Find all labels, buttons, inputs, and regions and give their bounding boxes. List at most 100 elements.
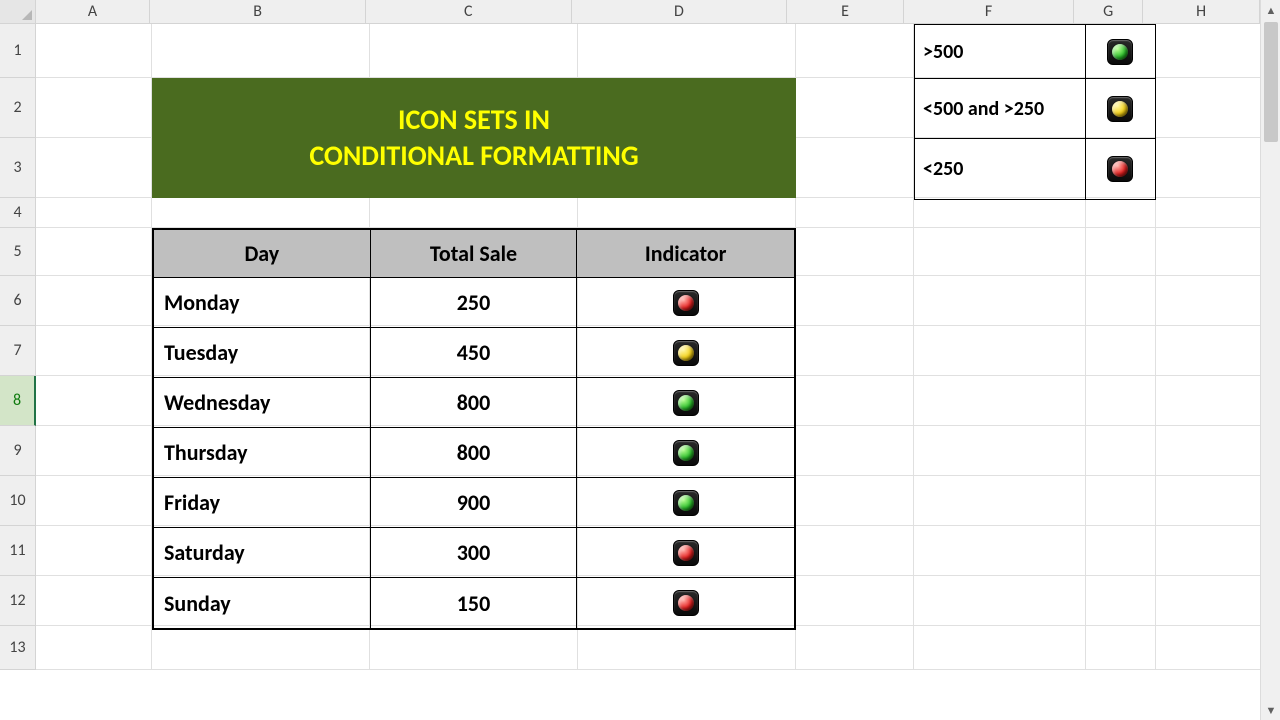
cell-G5[interactable]: [1086, 228, 1156, 276]
cell-E11[interactable]: [796, 526, 914, 576]
cell-F6[interactable]: [914, 276, 1086, 326]
cell-F4[interactable]: [914, 198, 1086, 228]
cell-A7[interactable]: [36, 326, 152, 376]
scroll-thumb[interactable]: [1264, 22, 1278, 142]
row-header-12[interactable]: 12: [0, 576, 36, 626]
cell-F11[interactable]: [914, 526, 1086, 576]
table-cell-indicator[interactable]: [577, 578, 794, 628]
row-header-3[interactable]: 3: [0, 138, 36, 198]
cell-B1[interactable]: [152, 24, 370, 78]
cell-H13[interactable]: [1156, 626, 1274, 670]
cell-B4[interactable]: [152, 198, 370, 228]
table-cell-day[interactable]: Sunday: [154, 578, 371, 628]
table-header-ind[interactable]: Indicator: [577, 230, 794, 278]
cell-H5[interactable]: [1156, 228, 1274, 276]
table-cell-indicator[interactable]: [577, 428, 794, 478]
cell-H3[interactable]: [1156, 138, 1274, 198]
cell-B13[interactable]: [152, 626, 370, 670]
legend-indicator[interactable]: [1086, 139, 1155, 199]
scroll-down-arrow[interactable]: ▼: [1261, 700, 1280, 720]
table-cell-sale[interactable]: 800: [371, 378, 578, 428]
cell-F10[interactable]: [914, 476, 1086, 526]
cell-G6[interactable]: [1086, 276, 1156, 326]
cell-A4[interactable]: [36, 198, 152, 228]
table-cell-sale[interactable]: 800: [371, 428, 578, 478]
table-cell-sale[interactable]: 300: [371, 528, 578, 578]
table-cell-sale[interactable]: 150: [371, 578, 578, 628]
row-header-1[interactable]: 1: [0, 24, 36, 78]
row-header-5[interactable]: 5: [0, 228, 36, 276]
cell-E10[interactable]: [796, 476, 914, 526]
cell-E2[interactable]: [796, 78, 914, 138]
cell-G12[interactable]: [1086, 576, 1156, 626]
cell-G13[interactable]: [1086, 626, 1156, 670]
legend-indicator[interactable]: [1086, 25, 1155, 79]
cell-G9[interactable]: [1086, 426, 1156, 476]
legend-label[interactable]: <500 and >250: [915, 79, 1086, 139]
cell-F7[interactable]: [914, 326, 1086, 376]
cell-A3[interactable]: [36, 138, 152, 198]
column-header-C[interactable]: C: [366, 0, 572, 24]
cell-A10[interactable]: [36, 476, 152, 526]
cell-C4[interactable]: [370, 198, 578, 228]
table-cell-day[interactable]: Saturday: [154, 528, 371, 578]
cell-E3[interactable]: [796, 138, 914, 198]
cell-E6[interactable]: [796, 276, 914, 326]
legend-indicator[interactable]: [1086, 79, 1155, 139]
cell-E8[interactable]: [796, 376, 914, 426]
cell-G4[interactable]: [1086, 198, 1156, 228]
table-cell-indicator[interactable]: [577, 528, 794, 578]
cell-H4[interactable]: [1156, 198, 1274, 228]
column-header-F[interactable]: F: [904, 0, 1074, 24]
table-cell-sale[interactable]: 450: [371, 328, 578, 378]
cell-F8[interactable]: [914, 376, 1086, 426]
table-cell-indicator[interactable]: [577, 328, 794, 378]
cell-D1[interactable]: [578, 24, 796, 78]
table-cell-day[interactable]: Tuesday: [154, 328, 371, 378]
cell-F9[interactable]: [914, 426, 1086, 476]
legend-label[interactable]: <250: [915, 139, 1086, 199]
table-cell-day[interactable]: Thursday: [154, 428, 371, 478]
cell-G10[interactable]: [1086, 476, 1156, 526]
cell-E5[interactable]: [796, 228, 914, 276]
row-header-11[interactable]: 11: [0, 526, 36, 576]
column-header-G[interactable]: G: [1074, 0, 1143, 24]
row-header-13[interactable]: 13: [0, 626, 36, 670]
vertical-scrollbar[interactable]: ▲ ▼: [1260, 0, 1280, 720]
table-cell-indicator[interactable]: [577, 378, 794, 428]
cell-A9[interactable]: [36, 426, 152, 476]
cell-F13[interactable]: [914, 626, 1086, 670]
table-cell-day[interactable]: Friday: [154, 478, 371, 528]
table-cell-indicator[interactable]: [577, 478, 794, 528]
cell-H1[interactable]: [1156, 24, 1274, 78]
cell-C1[interactable]: [370, 24, 578, 78]
cell-E4[interactable]: [796, 198, 914, 228]
column-header-D[interactable]: D: [572, 0, 788, 24]
cell-A11[interactable]: [36, 526, 152, 576]
cell-H12[interactable]: [1156, 576, 1274, 626]
cell-D13[interactable]: [578, 626, 796, 670]
scroll-up-arrow[interactable]: ▲: [1261, 0, 1280, 20]
table-header-sale[interactable]: Total Sale: [371, 230, 578, 278]
row-header-6[interactable]: 6: [0, 276, 36, 326]
cell-C13[interactable]: [370, 626, 578, 670]
cell-A6[interactable]: [36, 276, 152, 326]
cell-H9[interactable]: [1156, 426, 1274, 476]
cell-H10[interactable]: [1156, 476, 1274, 526]
cell-G8[interactable]: [1086, 376, 1156, 426]
select-all-corner[interactable]: [0, 0, 36, 24]
table-cell-day[interactable]: Wednesday: [154, 378, 371, 428]
cell-G7[interactable]: [1086, 326, 1156, 376]
cell-E9[interactable]: [796, 426, 914, 476]
row-header-4[interactable]: 4: [0, 198, 36, 228]
table-cell-indicator[interactable]: [577, 278, 794, 328]
table-cell-sale[interactable]: 250: [371, 278, 578, 328]
row-header-10[interactable]: 10: [0, 476, 36, 526]
cell-H11[interactable]: [1156, 526, 1274, 576]
row-header-9[interactable]: 9: [0, 426, 36, 476]
column-header-H[interactable]: H: [1143, 0, 1260, 24]
row-header-7[interactable]: 7: [0, 326, 36, 376]
cell-D4[interactable]: [578, 198, 796, 228]
cell-E13[interactable]: [796, 626, 914, 670]
cell-E12[interactable]: [796, 576, 914, 626]
